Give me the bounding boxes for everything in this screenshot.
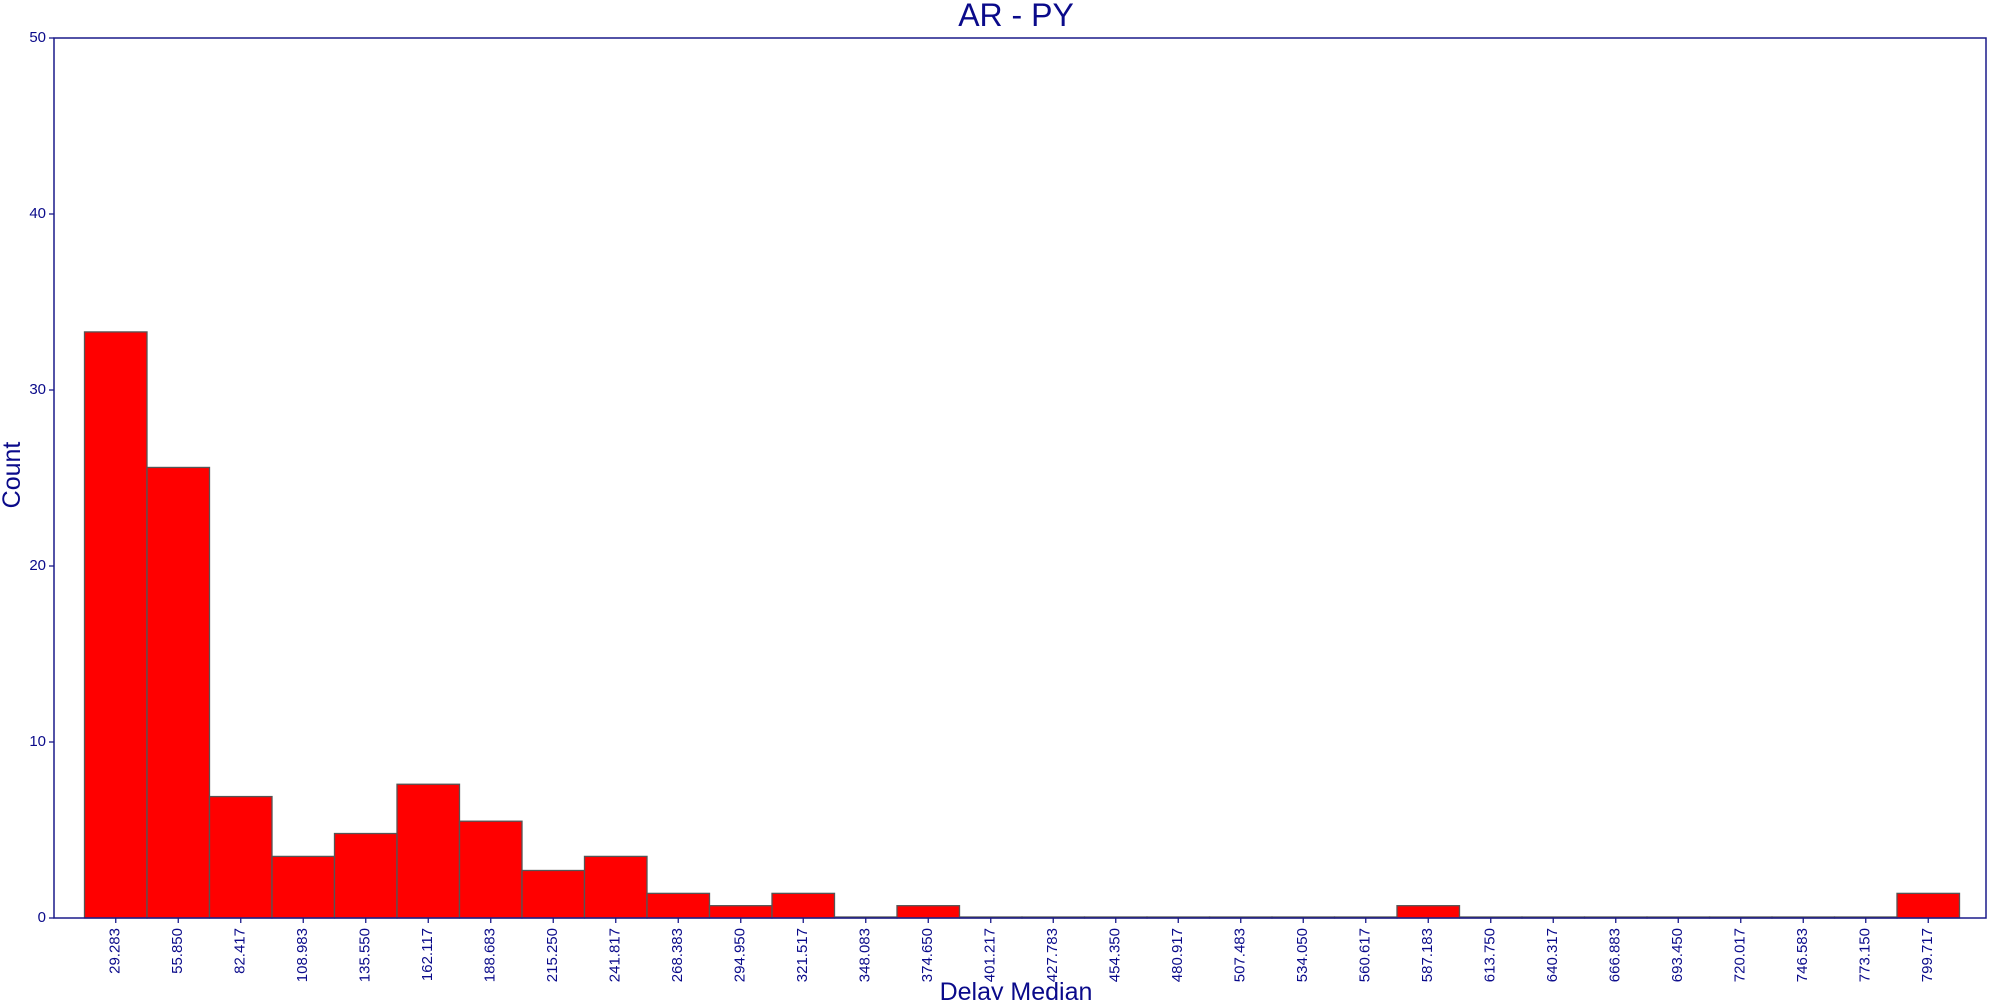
x-tick-label: 454.350 [1107, 928, 1124, 982]
x-tick-label: 640.317 [1544, 928, 1561, 982]
histogram-bar [646, 892, 711, 919]
histogram-bar [458, 820, 523, 919]
x-tick-label: 427.783 [1044, 928, 1061, 982]
x-tick-label: 268.383 [669, 928, 686, 982]
y-tick-label: 50 [29, 29, 46, 46]
x-tick-label: 746.583 [1794, 928, 1811, 982]
x-tick-label: 82.417 [232, 928, 249, 974]
x-tick-label: 720.017 [1732, 928, 1749, 982]
histogram-bar [708, 905, 773, 919]
x-tick-label: 534.050 [1294, 928, 1311, 982]
y-axis-title: Count [0, 442, 26, 509]
y-axis: 0 10 20 30 40 50 [29, 29, 54, 926]
y-tick-label: 10 [29, 733, 46, 750]
bars-layer [83, 331, 1961, 919]
histogram-bar [271, 855, 336, 919]
x-tick-label: 55.850 [169, 928, 186, 974]
histogram-bar [521, 869, 586, 919]
x-tick-label: 374.650 [919, 928, 936, 982]
histogram-bar [896, 905, 961, 919]
x-tick-label: 613.750 [1482, 928, 1499, 982]
x-tick-label: 321.517 [794, 928, 811, 982]
histogram-bar [146, 466, 211, 919]
x-tick-label: 29.283 [107, 928, 124, 974]
x-tick-label: 799.717 [1919, 928, 1936, 982]
chart-title: AR - PY [958, 0, 1074, 33]
x-tick-label: 507.483 [1232, 928, 1249, 982]
x-tick-label: 773.150 [1857, 928, 1874, 982]
y-tick-label: 30 [29, 381, 46, 398]
histogram-bar [1896, 892, 1961, 919]
x-tick-label: 135.550 [357, 928, 374, 982]
x-tick-label: 162.117 [419, 928, 436, 981]
x-tick-label: 188.683 [482, 928, 499, 982]
x-axis: 29.283 55.850 82.417 108.983 135.550 162.117 1… [107, 918, 1936, 982]
x-axis-title: Delay Median [940, 978, 1093, 1000]
x-tick-label: 348.083 [857, 928, 874, 982]
histogram-bar [583, 855, 648, 919]
histogram-bar [208, 795, 273, 919]
y-tick-label: 20 [29, 557, 46, 574]
x-tick-label: 693.450 [1669, 928, 1686, 982]
histogram-bar [396, 783, 461, 919]
x-tick-label: 108.983 [294, 928, 311, 982]
histogram-bar [333, 832, 398, 919]
histogram-bar [83, 331, 148, 919]
histogram-bar [771, 892, 836, 919]
x-tick-label: 401.217 [982, 928, 999, 982]
histogram-bar [1396, 905, 1461, 919]
y-tick-label: 0 [38, 909, 46, 926]
x-tick-label: 294.950 [732, 928, 749, 982]
x-tick-label: 587.183 [1419, 928, 1436, 982]
x-tick-label: 241.817 [607, 928, 624, 982]
plot-frame [53, 37, 1987, 919]
y-tick-label: 40 [29, 205, 46, 222]
x-tick-label: 215.250 [544, 928, 561, 982]
x-tick-label: 480.917 [1169, 928, 1186, 982]
x-tick-label: 560.617 [1357, 928, 1374, 982]
x-tick-label: 666.883 [1607, 928, 1624, 982]
